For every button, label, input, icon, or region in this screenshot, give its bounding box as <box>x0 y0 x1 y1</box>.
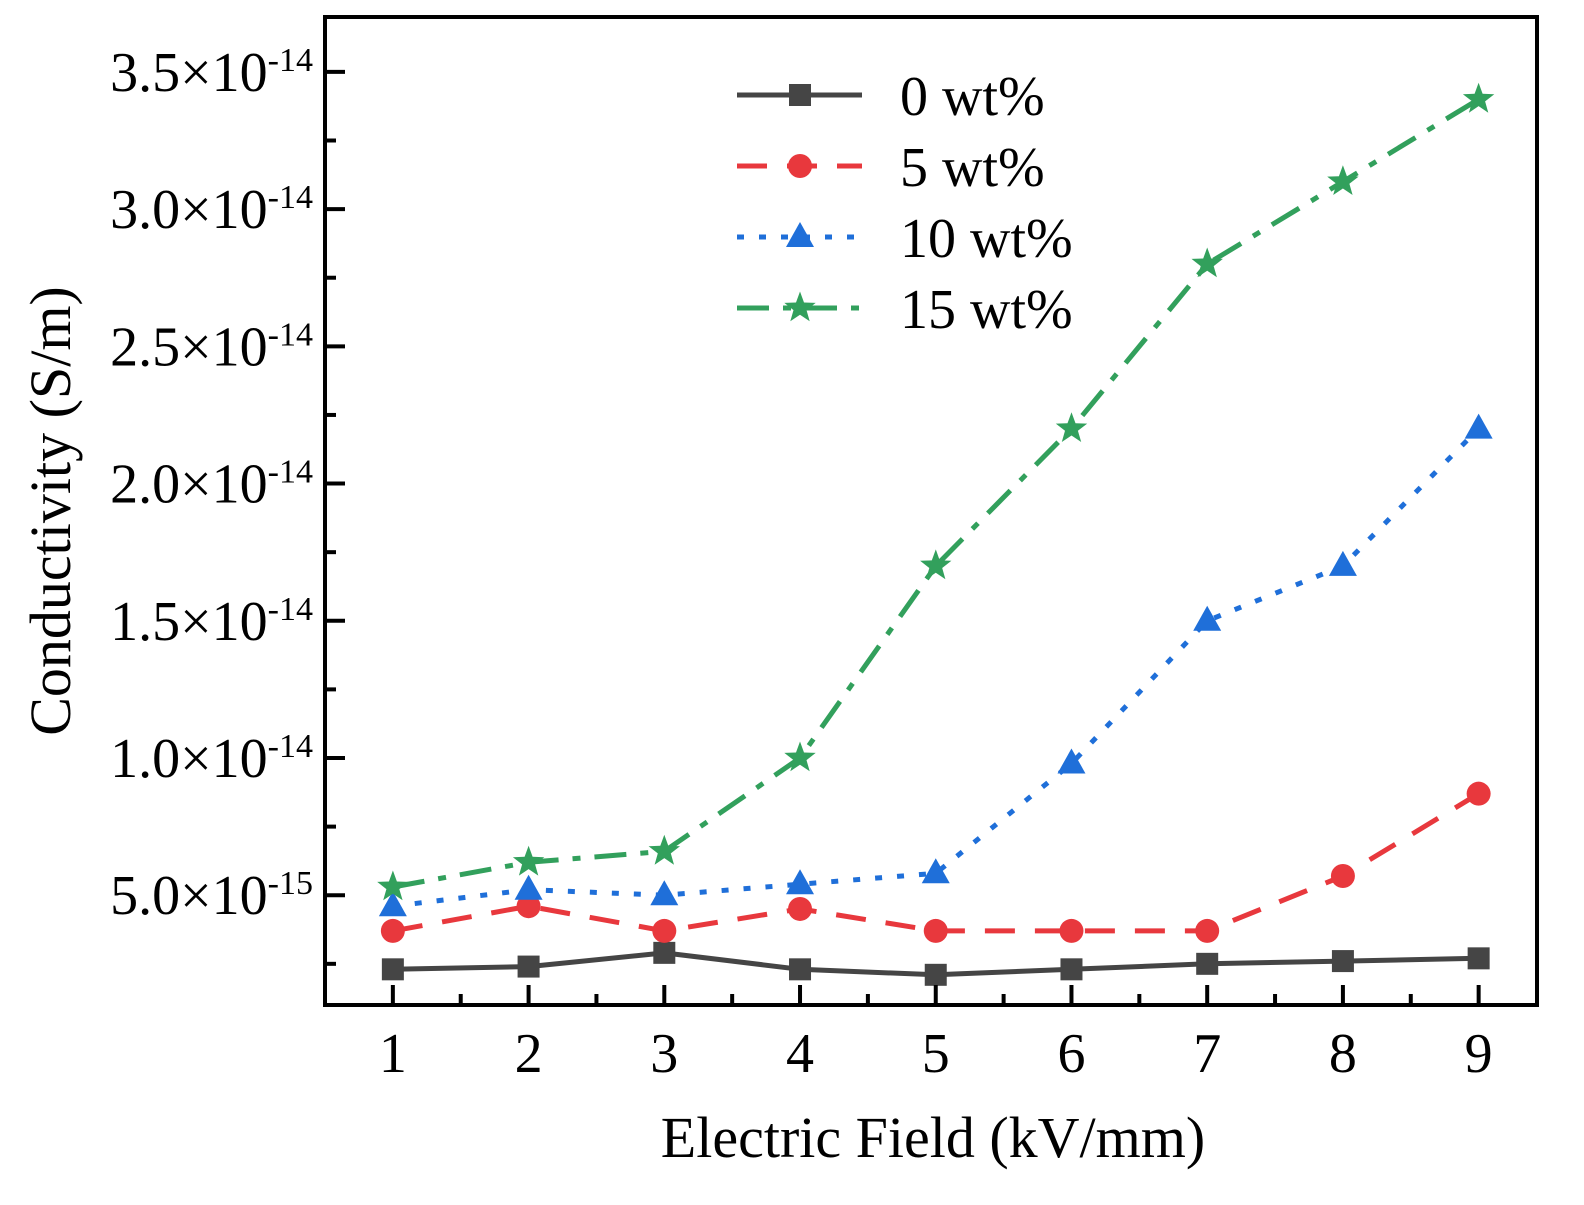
circle-marker-5wt-x2 <box>516 894 541 919</box>
star-marker-15wt-x2 <box>512 845 545 876</box>
series-0wt <box>381 941 1490 986</box>
star-marker-15wt-x7 <box>1191 247 1223 278</box>
star-marker-15wt-x4 <box>784 741 816 772</box>
y-tick-label-mantissa: 3.5×10 <box>110 42 268 104</box>
y-tick-label: 1.5×10-14 <box>110 591 313 653</box>
series-layer <box>377 82 1495 986</box>
series-15wt <box>377 82 1495 901</box>
circle-marker-5wt-x9 <box>1466 781 1491 806</box>
star-marker-15wt-x3 <box>648 834 680 865</box>
circle-marker-5wt-x6 <box>1059 918 1084 943</box>
square-marker-0wt-x5 <box>924 963 947 986</box>
y-tick-label-mantissa: 3.0×10 <box>110 179 268 241</box>
square-marker-0wt-x8 <box>1331 950 1354 973</box>
legend-square-marker <box>789 84 811 106</box>
x-tick-label: 6 <box>1057 1023 1085 1085</box>
square-marker-0wt-x4 <box>789 958 812 981</box>
series-10wt <box>378 413 1493 917</box>
square-marker-0wt-x6 <box>1060 958 1083 981</box>
legend: 0 wt% 5 wt% 10 wt% 15 wt% <box>737 66 1073 341</box>
series-5wt <box>380 781 1491 943</box>
triangle-marker-10wt-x4 <box>786 869 815 895</box>
y-tick-label-exponent: -14 <box>268 179 313 216</box>
x-tick-label: 8 <box>1329 1023 1357 1085</box>
y-tick-label-exponent: -14 <box>268 42 313 79</box>
triangle-marker-10wt-x6 <box>1057 748 1086 774</box>
y-tick-label-mantissa: 1.5×10 <box>110 591 268 653</box>
x-tick-label: 1 <box>379 1023 407 1085</box>
legend-entry-15wt: 15 wt% <box>737 279 1073 341</box>
x-tick-label: 7 <box>1193 1023 1221 1085</box>
y-axis-title: Conductivity (S/m) <box>18 286 83 736</box>
y-tick-labels: 5.0×10-151.0×10-141.5×10-142.0×10-142.5×… <box>110 42 313 927</box>
x-tick-label: 3 <box>650 1023 678 1085</box>
legend-label-5wt: 5 wt% <box>900 137 1045 199</box>
plot-frame <box>323 15 1539 1007</box>
y-tick-label: 2.5×10-14 <box>110 316 313 378</box>
y-tick-label: 2.0×10-14 <box>110 454 313 516</box>
y-tick-label-exponent: -15 <box>268 865 313 902</box>
y-tick-label-exponent: -14 <box>268 316 313 353</box>
legend-entry-10wt: 10 wt% <box>737 208 1073 270</box>
star-marker-15wt-x1 <box>377 870 409 901</box>
triangle-marker-10wt-x8 <box>1328 550 1357 576</box>
star-marker-15wt-x8 <box>1327 165 1359 195</box>
circle-marker-5wt-x5 <box>923 918 948 943</box>
legend-label-15wt: 15 wt% <box>900 279 1073 341</box>
x-tick-label: 4 <box>786 1023 814 1085</box>
legend-label-0wt: 0 wt% <box>900 66 1045 128</box>
y-tick-label-exponent: -14 <box>268 454 313 491</box>
circle-marker-5wt-x8 <box>1330 864 1355 889</box>
circle-marker-5wt-x3 <box>652 918 677 943</box>
triangle-marker-10wt-x5 <box>921 858 950 884</box>
y-tick-label-mantissa: 1.0×10 <box>110 728 268 790</box>
x-tick-label: 9 <box>1465 1023 1493 1085</box>
y-tick-label: 3.5×10-14 <box>110 42 313 104</box>
square-marker-0wt-x2 <box>517 955 540 978</box>
square-marker-0wt-x1 <box>381 958 404 981</box>
y-tick-label-mantissa: 2.5×10 <box>110 316 268 378</box>
y-tick-label: 3.0×10-14 <box>110 179 313 241</box>
triangle-marker-10wt-x2 <box>514 874 543 900</box>
star-marker-15wt-x9 <box>1462 82 1495 113</box>
triangle-marker-10wt-x1 <box>378 891 407 917</box>
x-tick-label: 5 <box>922 1023 950 1085</box>
legend-entry-0wt: 0 wt% <box>737 66 1045 128</box>
x-tick-label: 2 <box>515 1023 543 1085</box>
square-marker-0wt-x7 <box>1196 952 1219 975</box>
triangle-marker-10wt-x7 <box>1193 605 1222 631</box>
legend-label-10wt: 10 wt% <box>900 208 1073 270</box>
axis-ticks <box>325 69 1481 1005</box>
y-tick-label-exponent: -14 <box>268 728 313 765</box>
x-tick-labels: 1 2 3 4 5 6 7 8 9 <box>379 1023 1493 1085</box>
star-marker-15wt-x6 <box>1055 412 1088 442</box>
triangle-marker-10wt-x3 <box>650 880 679 906</box>
legend-circle-marker <box>788 154 812 178</box>
legend-entry-5wt: 5 wt% <box>737 137 1045 199</box>
legend-star-marker <box>784 291 816 322</box>
y-tick-label-mantissa: 5.0×10 <box>110 865 268 927</box>
x-axis-title: Electric Field (kV/mm) <box>661 1105 1205 1170</box>
series-line-15wt <box>392 97 1480 890</box>
y-tick-label-exponent: -14 <box>268 591 313 628</box>
legend-triangle-marker <box>786 222 814 247</box>
y-tick-label-mantissa: 2.0×10 <box>110 454 268 516</box>
y-tick-label: 5.0×10-15 <box>110 865 313 927</box>
y-tick-label: 1.0×10-14 <box>110 728 313 790</box>
star-marker-15wt-x5 <box>920 549 952 580</box>
triangle-marker-10wt-x9 <box>1464 413 1493 439</box>
circle-marker-5wt-x4 <box>788 896 813 921</box>
circle-marker-5wt-x1 <box>380 918 405 943</box>
square-marker-0wt-x9 <box>1467 947 1490 970</box>
series-line-10wt <box>392 426 1481 909</box>
square-marker-0wt-x3 <box>653 941 676 964</box>
circle-marker-5wt-x7 <box>1195 918 1220 943</box>
